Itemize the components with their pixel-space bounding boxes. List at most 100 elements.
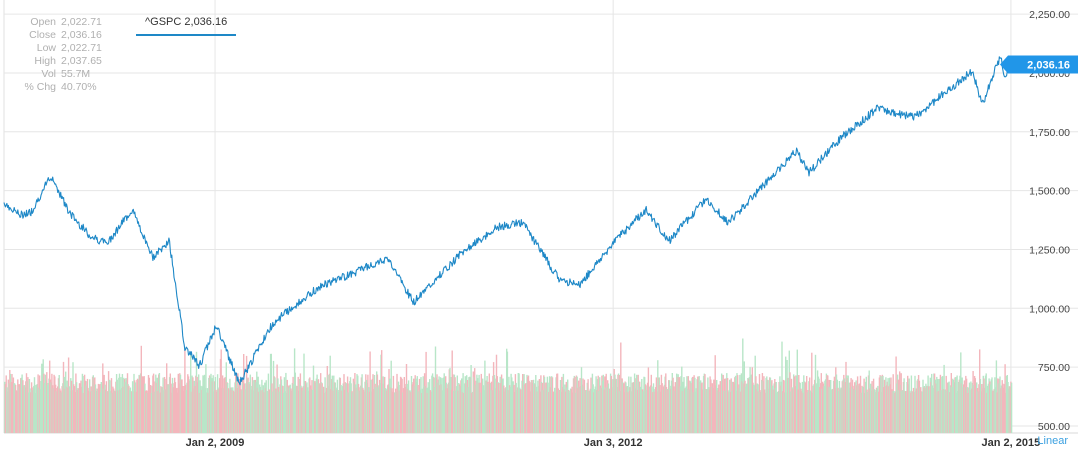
volume-bar: [115, 381, 117, 433]
volume-bar: [223, 378, 225, 433]
volume-bar: [177, 373, 179, 433]
volume-bar: [146, 392, 148, 433]
volume-bar: [295, 385, 297, 433]
volume-bar: [377, 387, 379, 433]
volume-bar: [67, 357, 70, 433]
volume-bar: [942, 389, 944, 433]
volume-bar: [747, 378, 750, 433]
volume-bar: [248, 383, 251, 433]
volume-bar: [531, 380, 533, 433]
volume-bar: [232, 390, 235, 433]
volume-bar: [67, 387, 69, 433]
volume-bar: [271, 383, 273, 433]
volume-bar: [423, 373, 426, 433]
volume-bar: [775, 382, 777, 433]
volume-bar: [224, 377, 227, 433]
volume-bar: [523, 374, 525, 433]
volume-bar: [309, 385, 312, 433]
volume-bar: [588, 390, 591, 433]
volume-bar: [402, 388, 405, 433]
volume-bar: [984, 387, 986, 433]
volume-bar: [13, 383, 15, 433]
volume-bar: [136, 378, 139, 433]
volume-bar: [673, 390, 676, 433]
volume-bar: [849, 382, 851, 433]
volume-bar: [106, 391, 108, 433]
volume-bar: [934, 379, 936, 433]
volume-bar: [742, 383, 745, 433]
volume-bar: [174, 382, 177, 433]
volume-bar: [92, 375, 94, 433]
volume-bar: [246, 378, 248, 433]
volume-bar: [474, 368, 476, 433]
volume-bar: [863, 378, 865, 433]
volume-bar: [967, 392, 969, 433]
volume-bar: [783, 392, 785, 433]
volume-bar: [125, 378, 127, 433]
ohlc-row-close: Close 2,036.16: [0, 29, 110, 42]
volume-bar: [909, 392, 912, 433]
volume-bar: [361, 374, 363, 433]
volume-bar: [394, 392, 396, 433]
volume-bar: [216, 391, 218, 433]
volume-bar: [254, 379, 256, 433]
volume-bar: [293, 384, 295, 433]
volume-bar: [227, 383, 229, 433]
volume-bar: [128, 385, 130, 433]
volume-bar: [591, 373, 594, 433]
volume-bar: [882, 375, 884, 433]
ohlc-value: 2,022.71: [61, 16, 102, 28]
volume-bars: [4, 338, 1013, 434]
volume-bar: [567, 379, 569, 433]
volume-bar: [668, 380, 671, 433]
volume-bar: [896, 383, 898, 433]
volume-bar: [542, 390, 544, 433]
volume-bar: [528, 380, 530, 433]
volume-bar: [619, 391, 621, 433]
volume-bar: [830, 390, 833, 433]
volume-bar: [665, 387, 668, 433]
volume-bar: [832, 380, 835, 433]
y-tick-label: 1,750.00: [1029, 127, 1070, 139]
volume-bar: [726, 373, 728, 433]
volume-bar: [75, 373, 77, 433]
volume-bar: [197, 382, 199, 433]
series-legend-tag[interactable]: ^GSPC 2,036.16: [136, 14, 236, 36]
volume-bar: [778, 382, 780, 433]
volume-bar: [866, 389, 868, 433]
volume-bar: [21, 374, 23, 433]
volume-bar: [463, 392, 465, 433]
volume-bar: [344, 382, 347, 433]
volume-bar: [860, 392, 862, 433]
volume-bar: [454, 377, 456, 433]
volume-bar: [698, 376, 700, 433]
volume-bar: [912, 387, 915, 433]
volume-bar: [99, 384, 101, 433]
volume-bar: [693, 375, 695, 433]
volume-bar: [261, 389, 264, 433]
volume-bar: [121, 374, 124, 433]
volume-bar: [221, 375, 224, 433]
volume-bar: [393, 392, 395, 433]
volume-bar: [843, 378, 846, 433]
volume-bar: [646, 382, 649, 433]
volume-bar: [332, 390, 334, 433]
volume-bar: [978, 384, 980, 433]
volume-bar: [356, 374, 358, 433]
volume-bar: [139, 373, 142, 433]
volume-bar: [215, 389, 217, 433]
volume-bar: [794, 386, 796, 433]
volume-bar: [792, 388, 794, 433]
price-series: [3, 56, 1012, 386]
volume-bar: [15, 390, 17, 433]
volume-bar: [367, 374, 369, 433]
volume-bar: [268, 389, 270, 433]
volume-bar: [797, 389, 799, 433]
x-tick-label: Jan 3, 2012: [584, 437, 643, 449]
volume-bar: [100, 382, 102, 433]
volume-bar: [429, 390, 432, 433]
volume-bar: [247, 377, 249, 433]
scale-toggle-linear[interactable]: Linear: [1037, 435, 1068, 447]
volume-bar: [718, 384, 720, 433]
volume-bar: [95, 390, 97, 433]
